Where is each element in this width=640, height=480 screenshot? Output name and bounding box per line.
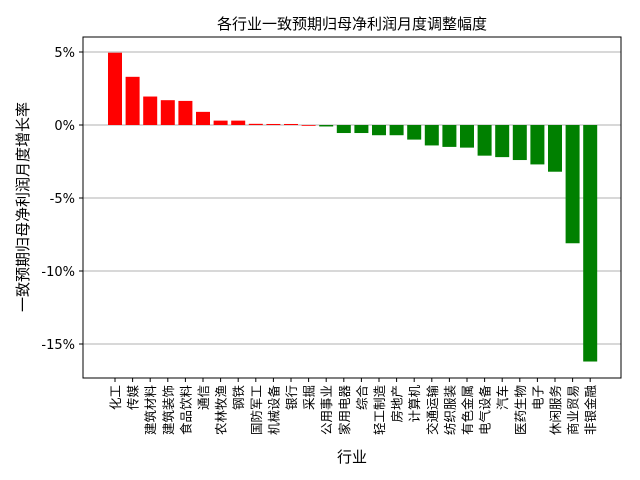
bar (548, 125, 562, 172)
bar (143, 96, 158, 125)
x-tick-label: 银行 (284, 385, 299, 410)
bar (301, 125, 316, 126)
bar (424, 125, 439, 146)
x-tick-label: 商业贸易 (566, 385, 581, 435)
x-tick-label: 食品饮料 (178, 385, 193, 436)
x-tick-label: 电气设备 (478, 385, 493, 436)
bar (125, 76, 140, 125)
x-tick-label: 传媒 (126, 385, 141, 411)
y-tick-label: 5% (54, 46, 75, 61)
bar (477, 125, 492, 156)
x-tick-label: 综合 (354, 385, 369, 411)
bar (495, 125, 510, 158)
x-tick-label: 通信 (196, 385, 211, 410)
y-tick-label: -10% (41, 265, 75, 280)
x-tick-label: 采掘 (302, 385, 317, 410)
x-axis-ticks: 化工 传媒 建筑材料 建筑装饰 食品饮料 通信 农林牧渔 钢铁 国防军工 机械设备 银行 采掘 公用事业… (108, 378, 598, 435)
x-tick-label: 机械设备 (266, 385, 281, 436)
x-tick-label: 计算机 (407, 385, 422, 423)
bar (442, 125, 457, 147)
bar (407, 125, 422, 140)
bar (178, 100, 193, 125)
x-tick-label: 纺织服装 (442, 385, 457, 435)
y-tick-label: 0% (54, 119, 75, 134)
bar (336, 125, 351, 134)
bar (389, 125, 404, 136)
x-tick-label: 化工 (108, 385, 123, 410)
bar (565, 125, 580, 244)
x-tick-label: 汽车 (495, 385, 510, 410)
bar (248, 123, 263, 125)
x-tick-label: 休闲服务 (548, 385, 563, 435)
x-tick-label: 建筑材料 (143, 385, 158, 436)
y-axis-ticks: 5% 0% -5% -10% -15% (41, 46, 83, 353)
x-tick-label: 交通运输 (425, 385, 440, 436)
y-tick-label: -5% (50, 192, 75, 207)
bar (108, 52, 122, 126)
bar (512, 125, 527, 161)
bar (160, 100, 175, 125)
bar (372, 125, 386, 136)
bar (284, 123, 298, 125)
bar (460, 125, 474, 148)
x-tick-label: 非银金融 (583, 385, 598, 436)
bar (354, 125, 369, 134)
x-tick-label: 电子 (530, 385, 545, 410)
x-tick-label: 轻工制造 (372, 385, 387, 436)
x-tick-label: 房地产 (390, 385, 405, 423)
x-tick-label: 钢铁 (231, 385, 246, 411)
bar (583, 125, 598, 362)
y-axis-label: 一致预期归母净利润月度增长率 (14, 102, 32, 312)
x-tick-label: 有色金属 (460, 385, 475, 435)
grid-lines (83, 51, 621, 345)
x-tick-label: 公用事业 (319, 385, 334, 435)
x-tick-label: 国防军工 (249, 385, 264, 435)
chart-title: 各行业一致预期归母净利润月度调整幅度 (217, 15, 487, 33)
bar (530, 125, 545, 165)
bars (108, 52, 598, 362)
bar (231, 120, 246, 125)
y-tick-label: -15% (41, 338, 75, 353)
bar (266, 123, 281, 125)
bar (213, 120, 228, 125)
x-tick-label: 农林牧渔 (214, 385, 229, 435)
x-tick-label: 建筑装饰 (161, 385, 176, 435)
plot-frame (82, 36, 622, 379)
bar (319, 125, 334, 127)
bar (196, 111, 210, 125)
x-tick-label: 家用电器 (337, 385, 352, 436)
x-axis-label: 行业 (337, 448, 367, 466)
x-tick-label: 医药生物 (513, 385, 528, 435)
